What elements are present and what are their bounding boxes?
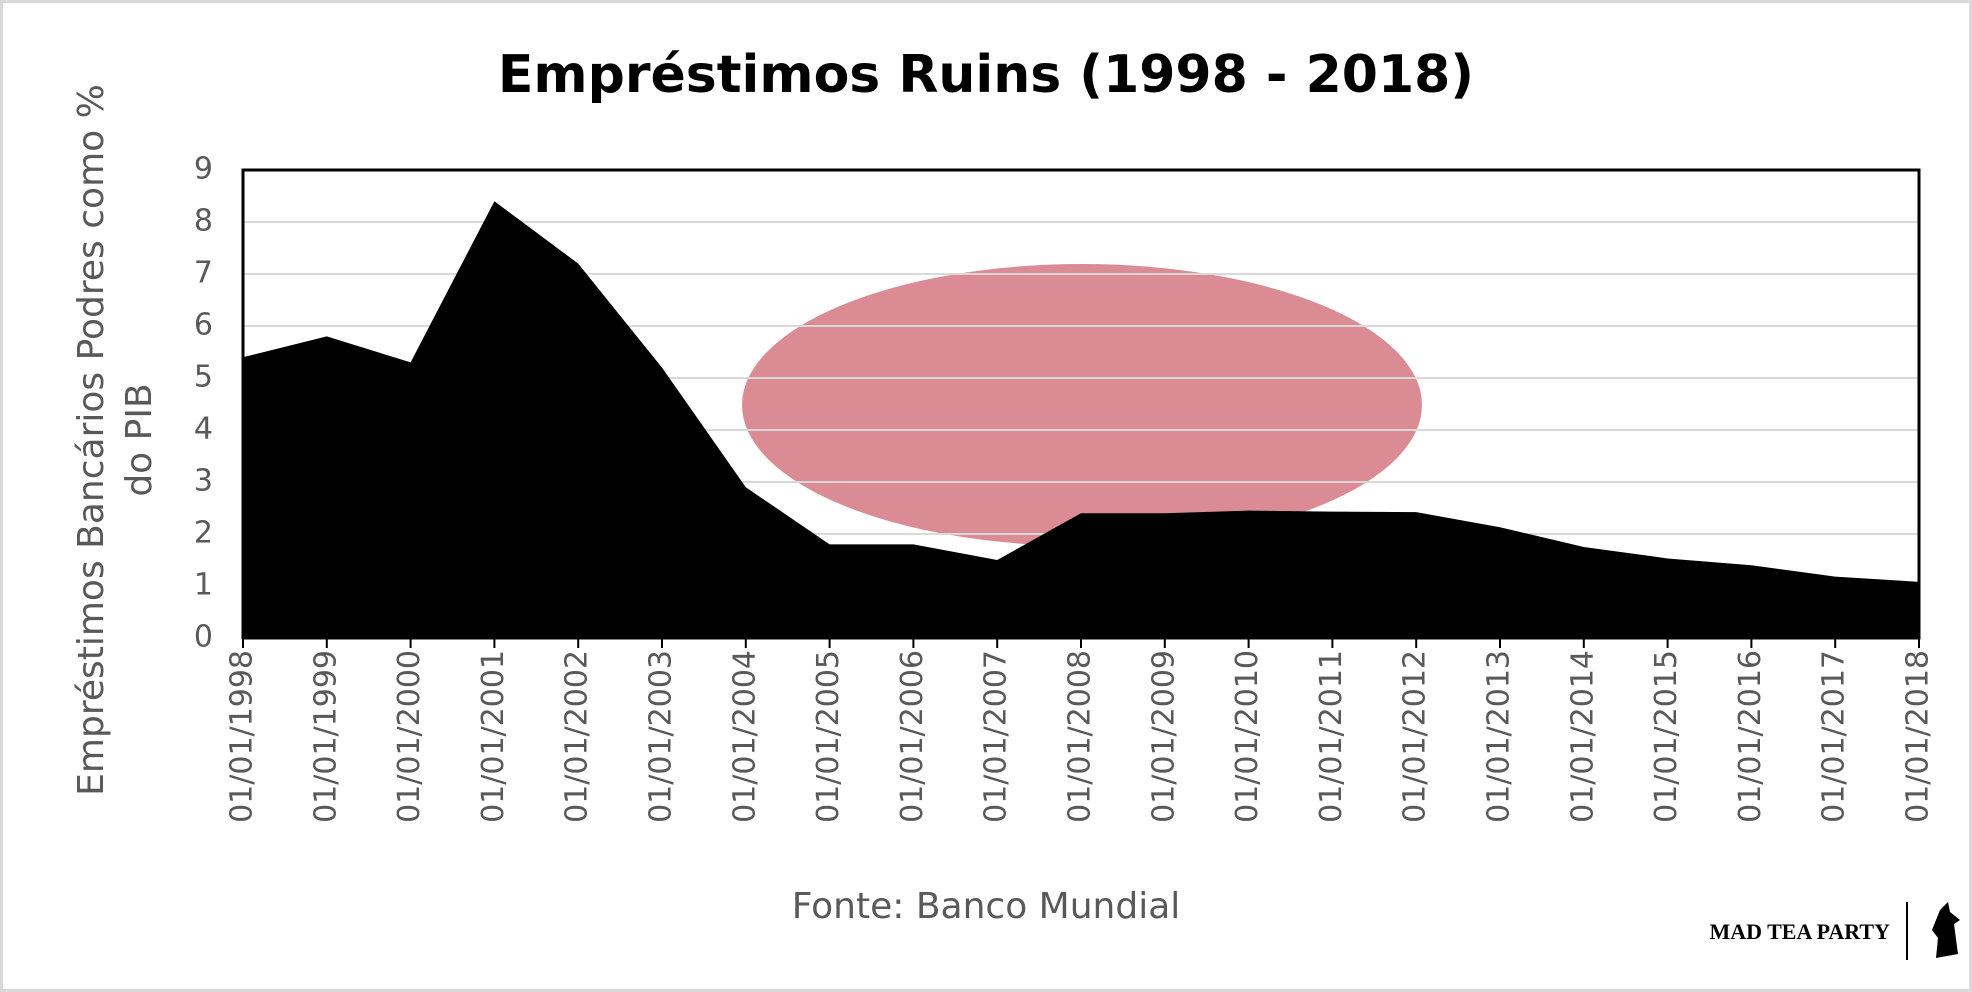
x-tick-label: 01/01/2009 bbox=[1146, 650, 1181, 823]
x-tick-label: 01/01/2017 bbox=[1817, 650, 1852, 823]
x-tick-label: 01/01/2004 bbox=[727, 650, 762, 823]
x-tick-label: 01/01/2002 bbox=[560, 650, 595, 823]
x-tick-label: 01/01/2007 bbox=[979, 650, 1014, 823]
x-tick-label: 01/01/2018 bbox=[1901, 650, 1936, 823]
x-tick-label: 01/01/1998 bbox=[225, 650, 260, 823]
x-tick-label: 01/01/2015 bbox=[1649, 650, 1684, 823]
x-tick-label: 01/01/2006 bbox=[895, 650, 930, 823]
x-tick-label: 01/01/2000 bbox=[392, 650, 427, 823]
x-tick-label: 01/01/2001 bbox=[476, 650, 511, 823]
brand: MAD TEA PARTY bbox=[1709, 919, 1890, 944]
chart-title: Empréstimos Ruins (1998 - 2018) bbox=[498, 45, 1474, 105]
x-tick-label: 01/01/2014 bbox=[1565, 650, 1600, 823]
highlight-ellipse bbox=[742, 264, 1422, 546]
y-tick-label: 8 bbox=[194, 204, 213, 239]
x-tick-label: 01/01/2016 bbox=[1733, 650, 1768, 823]
x-tick-label: 01/01/2008 bbox=[1063, 650, 1098, 823]
y-tick-label: 3 bbox=[194, 464, 213, 499]
y-tick-label: 7 bbox=[194, 256, 213, 291]
y-tick-label: 2 bbox=[194, 516, 213, 551]
x-tick-label: 01/01/1999 bbox=[308, 650, 343, 823]
x-tick-label: 01/01/2013 bbox=[1482, 650, 1517, 823]
x-tick-label: 01/01/2012 bbox=[1398, 650, 1433, 823]
brand-icon bbox=[1932, 902, 1960, 958]
y-tick-label: 4 bbox=[194, 412, 213, 447]
x-axis-label: Fonte: Banco Mundial bbox=[792, 886, 1181, 927]
y-tick-label: 5 bbox=[194, 360, 213, 395]
y-tick-label: 9 bbox=[194, 152, 213, 187]
x-tick-label: 01/01/2010 bbox=[1230, 650, 1265, 823]
y-tick-label: 1 bbox=[194, 568, 213, 603]
y-axis-label: Empréstimos Bancários Podres como % do P… bbox=[71, 84, 160, 796]
x-tick-label: 01/01/2011 bbox=[1314, 650, 1349, 823]
y-tick-label: 0 bbox=[194, 620, 213, 655]
x-tick-label: 01/01/2003 bbox=[644, 650, 679, 823]
area bbox=[243, 201, 1919, 638]
y-tick-label: 6 bbox=[194, 308, 213, 343]
x-tick-label: 01/01/2005 bbox=[811, 650, 846, 823]
